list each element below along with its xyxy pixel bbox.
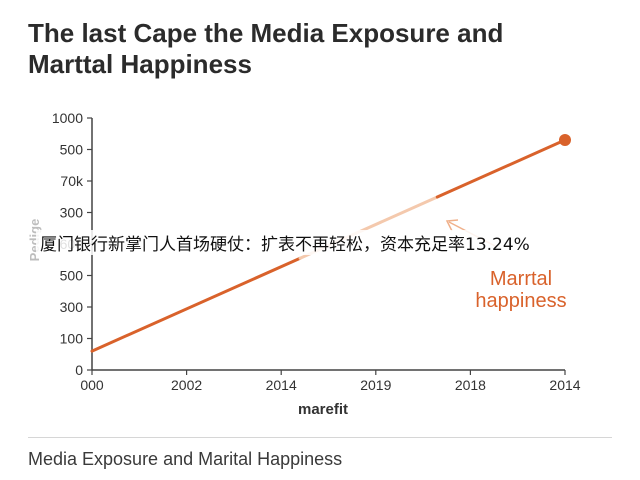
y-tick-label: 300 [60,299,84,315]
y-tick-label: 70k [60,173,84,189]
x-axis-title: marefit [298,401,348,418]
caption-divider [28,437,612,438]
x-tick-label: 2018 [455,377,486,393]
y-tick-label: 0 [75,362,83,378]
x-tick-label: 2014 [266,377,297,393]
news-headline-overlay: 厦门银行新掌门人首场硬仗：扩表不再轻松，资本充足率13.24% [36,230,534,255]
chart-canvas: 010030050060030070k5001000 0002002201420… [27,110,581,418]
chart-title: The last Cape the Media Exposure and Mar… [28,18,504,79]
x-tick-label: 000 [80,377,104,393]
y-tick-label: 100 [60,331,84,347]
series-line [90,256,302,353]
figure-caption: Media Exposure and Marital Happiness [28,449,343,469]
series-end-point [559,134,571,147]
x-tick-label: 2002 [171,377,202,393]
y-tick-label: 500 [60,268,84,284]
annotation: Marrtal happiness [445,219,567,312]
x-axis: 000 2002 2014 2019 2018 2014 [80,369,581,393]
x-tick-label: 2014 [549,377,580,393]
annotation-line-2: happiness [475,290,566,312]
y-tick-label: 300 [60,205,84,221]
annotation-line-1: Marrtal [490,268,552,290]
series-line [435,138,567,199]
y-tick-label: 500 [60,142,84,158]
y-tick-label: 1000 [52,110,83,126]
x-tick-label: 2019 [360,377,391,393]
annotation-arrowhead [445,219,459,232]
